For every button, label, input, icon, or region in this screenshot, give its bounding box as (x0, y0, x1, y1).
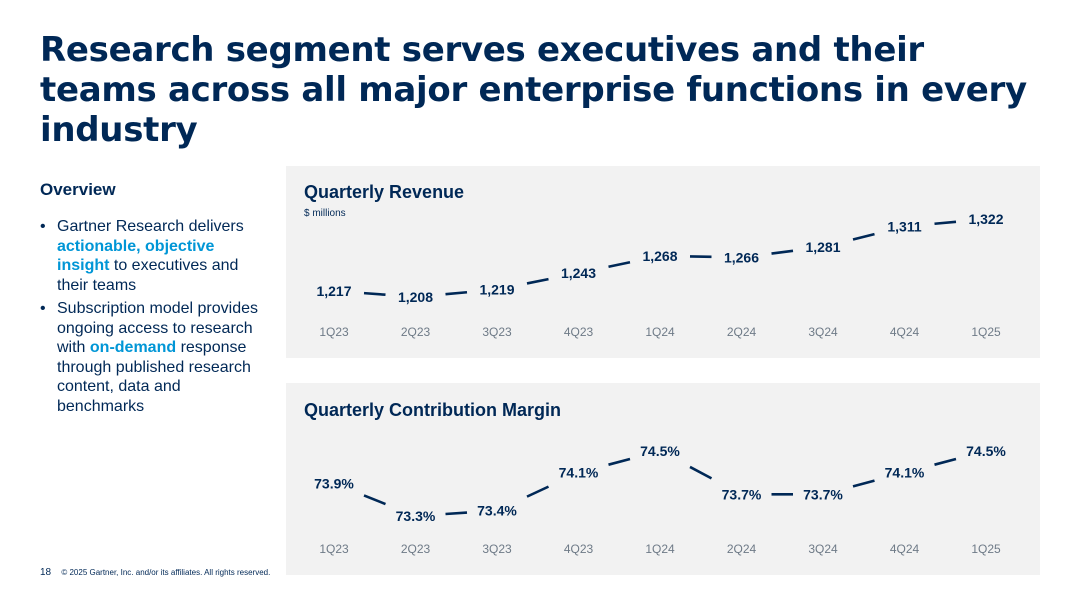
revenue-data-label: 1,208 (398, 289, 433, 305)
margin-line-segment (363, 494, 386, 506)
revenue-x-tick-label: 2Q24 (727, 325, 757, 339)
revenue-data-label: 1,219 (479, 281, 514, 297)
margin-chart-panel: Quarterly Contribution Margin 73.9% 73.3%… (286, 383, 1040, 575)
revenue-data-label: 1,311 (887, 219, 921, 235)
margin-x-tick-label: 1Q23 (319, 542, 349, 556)
margin-x-tick-label: 3Q24 (808, 542, 838, 556)
bullet-marker: • (40, 300, 46, 317)
margin-data-label: 74.5% (640, 443, 680, 459)
revenue-line-chart: 1,217 1,208 1,219 1,243 1,268 1,266 1,281 1,311… (316, 211, 1003, 339)
overview-heading: Overview (40, 180, 116, 199)
revenue-x-tick-label: 1Q23 (319, 325, 349, 339)
footer: 18 © 2025 Gartner, Inc. and/or its affil… (40, 567, 270, 578)
revenue-line-segment (608, 260, 631, 269)
bullet-marker: • (40, 218, 46, 235)
revenue-data-label: 1,281 (805, 239, 840, 255)
revenue-data-label: 1,243 (561, 265, 596, 281)
margin-line-segment (445, 511, 468, 516)
revenue-x-tick-label: 3Q24 (808, 325, 838, 339)
bullet-highlight: on-demand (89, 339, 177, 356)
revenue-x-tick-label: 4Q24 (890, 325, 920, 339)
margin-x-tick-label: 4Q24 (890, 542, 920, 556)
margin-x-tick-label: 2Q24 (727, 542, 757, 556)
bullet-text: Gartner Research delivers (57, 218, 244, 235)
bullet-text: response through published research cont… (57, 339, 251, 415)
margin-data-label: 73.3% (396, 508, 436, 524)
revenue-data-label: 1,268 (642, 248, 677, 264)
bullet-item: • Gartner Research delivers actionable, … (40, 217, 262, 295)
revenue-chart-subtitle: $ millions (304, 208, 346, 219)
copyright-notice: © 2025 Gartner, Inc. and/or its affiliat… (61, 568, 271, 577)
revenue-chart-panel: Quarterly Revenue $ millions 1,217 1,208 1… (286, 166, 1040, 358)
revenue-line-segment (934, 220, 957, 226)
margin-data-label: 73.7% (722, 486, 762, 502)
bullet-highlight: actionable, objective insight (57, 237, 215, 275)
margin-data-label: 74.1% (559, 465, 599, 481)
revenue-data-label: 1,322 (968, 211, 1003, 227)
revenue-line-segment (771, 249, 794, 255)
page-number: 18 (40, 567, 52, 578)
margin-data-label: 74.5% (966, 443, 1006, 459)
revenue-x-tick-label: 2Q23 (401, 325, 431, 339)
revenue-x-tick-label: 1Q25 (971, 325, 1001, 339)
revenue-data-label: 1,266 (724, 249, 759, 265)
margin-line-segment (526, 485, 550, 498)
margin-x-tick-label: 2Q23 (401, 542, 431, 556)
revenue-x-tick-label: 4Q23 (564, 325, 594, 339)
revenue-data-label: 1,217 (316, 283, 351, 299)
page-title: Research segment serves executives and t… (40, 30, 1027, 150)
bullet-text: to executives and their teams (57, 257, 239, 294)
margin-x-tick-label: 3Q23 (482, 542, 512, 556)
margin-x-tick-label: 1Q24 (645, 542, 675, 556)
revenue-x-tick-label: 3Q23 (482, 325, 512, 339)
margin-line-segment (852, 479, 875, 488)
margin-data-label: 73.4% (477, 503, 517, 519)
revenue-chart-title: Quarterly Revenue (304, 182, 465, 202)
revenue-x-tick-label: 1Q24 (645, 325, 675, 339)
margin-data-label: 73.9% (314, 476, 354, 492)
bullet-item: • Subscription model provides ongoing ac… (40, 299, 262, 416)
margin-line-chart: 73.9% 73.3% 73.4% 74.1% 74.5% 73.7% 73.7% 74.1%… (314, 443, 1006, 556)
bullet-text: Subscription model provides ongoing acce… (57, 300, 258, 356)
margin-data-label: 73.7% (803, 486, 843, 502)
revenue-line-segment (445, 290, 468, 296)
margin-data-label: 74.1% (885, 465, 925, 481)
margin-chart-title: Quarterly Contribution Margin (304, 400, 562, 420)
margin-x-tick-label: 1Q25 (971, 542, 1001, 556)
margin-x-tick-label: 4Q23 (564, 542, 594, 556)
overview-bullet-list: • Gartner Research delivers actionable, … (40, 217, 262, 420)
revenue-line-segment (363, 291, 386, 297)
revenue-line-segment (852, 232, 875, 241)
revenue-line-segment (526, 277, 549, 285)
margin-line-segment (689, 465, 713, 480)
margin-line-segment (608, 457, 631, 466)
margin-line-segment (934, 457, 957, 466)
